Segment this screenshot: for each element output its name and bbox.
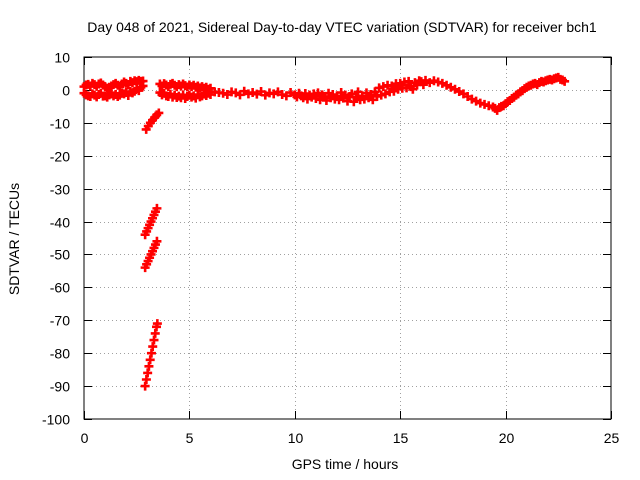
data-point <box>560 76 570 86</box>
plot-frame <box>83 56 612 420</box>
x-tick-label: 10 <box>288 430 304 446</box>
x-tick-label: 5 <box>186 430 194 446</box>
y-tick-label: 10 <box>54 50 70 66</box>
x-tick-label: 15 <box>393 430 409 446</box>
data-point <box>152 203 162 213</box>
data-point <box>152 236 162 246</box>
y-tick-label: -30 <box>50 182 70 198</box>
y-tick-label: -90 <box>50 379 70 395</box>
y-tick-label: -20 <box>50 149 70 165</box>
y-tick-label: -60 <box>50 280 70 296</box>
x-tick-label: 20 <box>499 430 515 446</box>
data-point <box>404 76 414 86</box>
y-tick-label: -50 <box>50 247 70 263</box>
y-axis-label: SDTVAR / TECUs <box>6 183 22 295</box>
y-tick-label: 0 <box>62 83 70 99</box>
data-point <box>138 81 148 91</box>
y-tick-label: -80 <box>50 346 70 362</box>
chart-title: Day 048 of 2021, Sidereal Day-to-day VTE… <box>87 19 597 35</box>
series-segment-near-minus-10 <box>141 108 164 134</box>
data-point <box>152 319 162 329</box>
series-segment-near-minus-40 <box>140 203 162 240</box>
y-tick-label: -70 <box>50 313 70 329</box>
y-tick-label: -100 <box>42 412 70 428</box>
y-tick-label: -10 <box>50 116 70 132</box>
y-tick-label: -40 <box>50 215 70 231</box>
series-main-track <box>79 72 570 115</box>
data-point <box>349 97 359 107</box>
axis-ticks: 10 0 -10 -20 -30 -40 -50 -60 -70 -80 -90 -100 0 5 10 15… <box>42 50 620 447</box>
data-points <box>79 72 570 391</box>
x-axis-label: GPS time / hours <box>292 456 399 472</box>
series-segment-near-minus-50 <box>140 236 162 273</box>
grid-lines <box>84 57 611 419</box>
data-point <box>154 108 164 118</box>
series-segment-near-minus-80 <box>140 319 162 391</box>
x-tick-label: 0 <box>81 430 89 446</box>
x-tick-label: 25 <box>604 430 620 446</box>
